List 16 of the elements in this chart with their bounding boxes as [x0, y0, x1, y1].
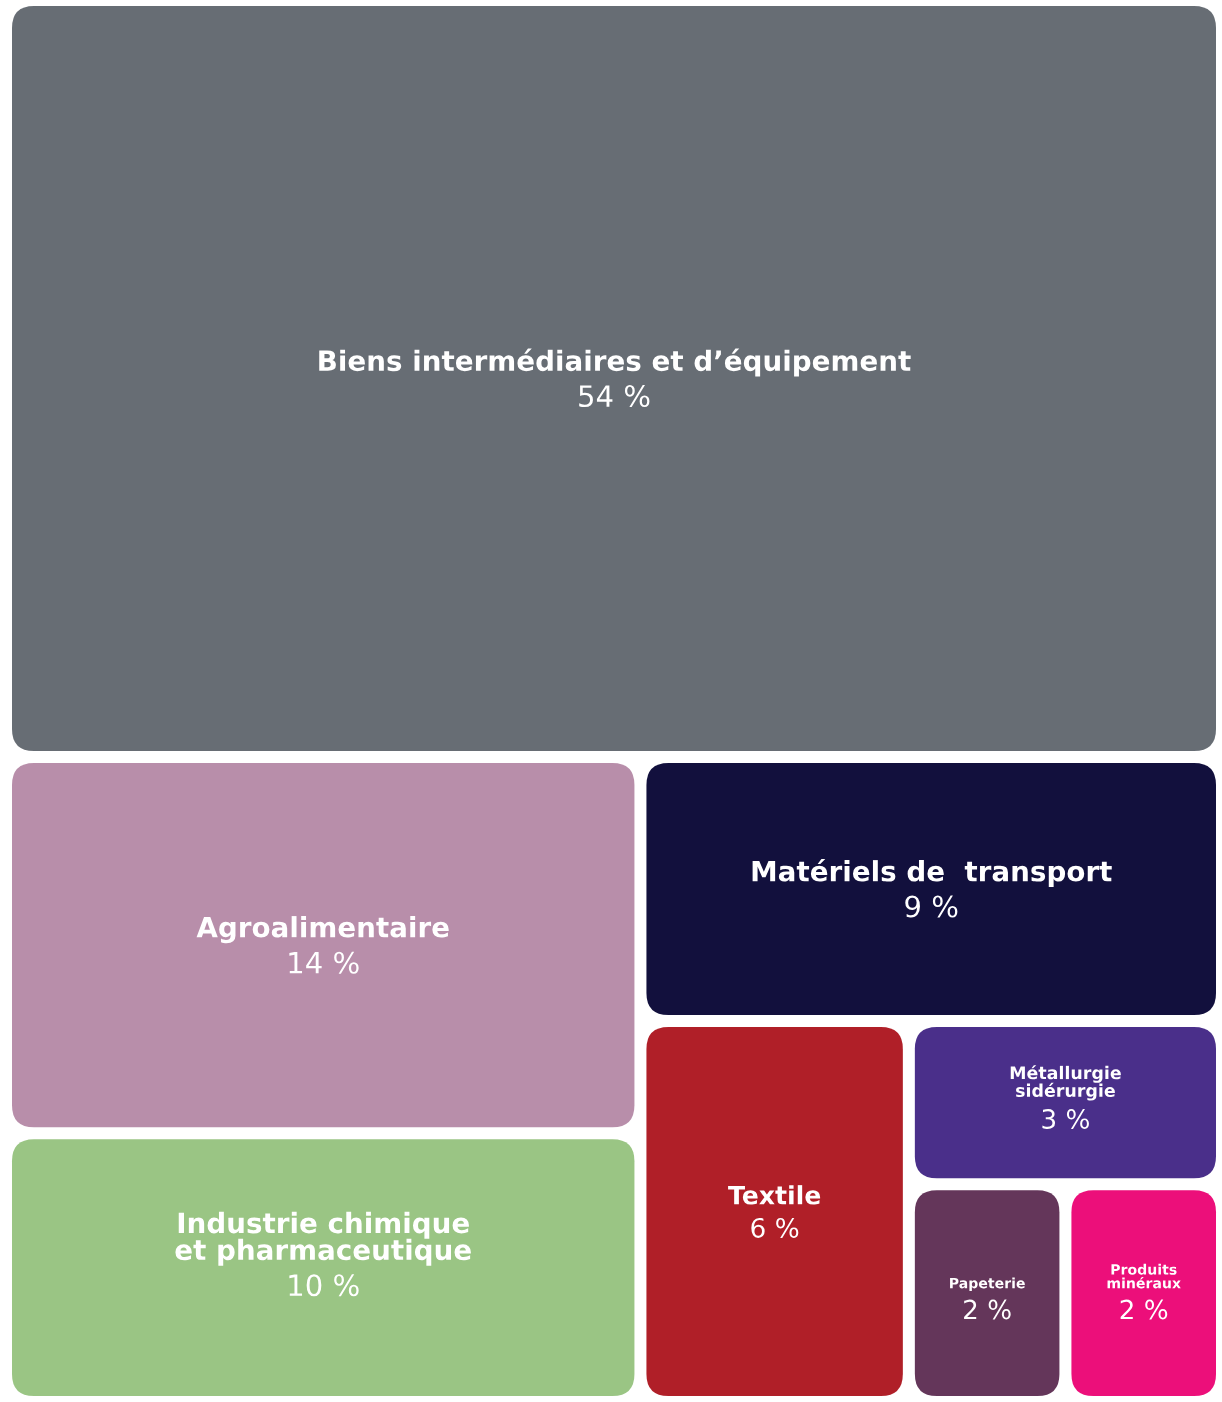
data-label: 3 % — [1042, 1109, 1089, 1129]
category-label: Papeterie — [950, 1277, 1025, 1292]
data-label: 54 % — [579, 385, 650, 408]
data-label: 2 % — [964, 1299, 1011, 1320]
category-label: Biens intermédiaires et d’équipement — [319, 348, 911, 377]
category-label: Industrie chimique et pharmaceutique — [175, 1211, 471, 1266]
category-label: Produits minéraux — [1107, 1263, 1181, 1289]
data-label: 14 % — [289, 951, 359, 974]
data-label: 2 % — [1120, 1299, 1168, 1320]
category-label: Textile — [728, 1185, 821, 1205]
data-label: 10 % — [289, 1274, 359, 1297]
category-label: Matériels de transport — [752, 859, 1112, 887]
data-label: 6 % — [751, 1217, 799, 1238]
category-label: Métallurgie sidérurgie — [1010, 1065, 1121, 1101]
category-label: Agroalimentaire — [196, 916, 449, 944]
data-label: 9 % — [905, 895, 958, 918]
